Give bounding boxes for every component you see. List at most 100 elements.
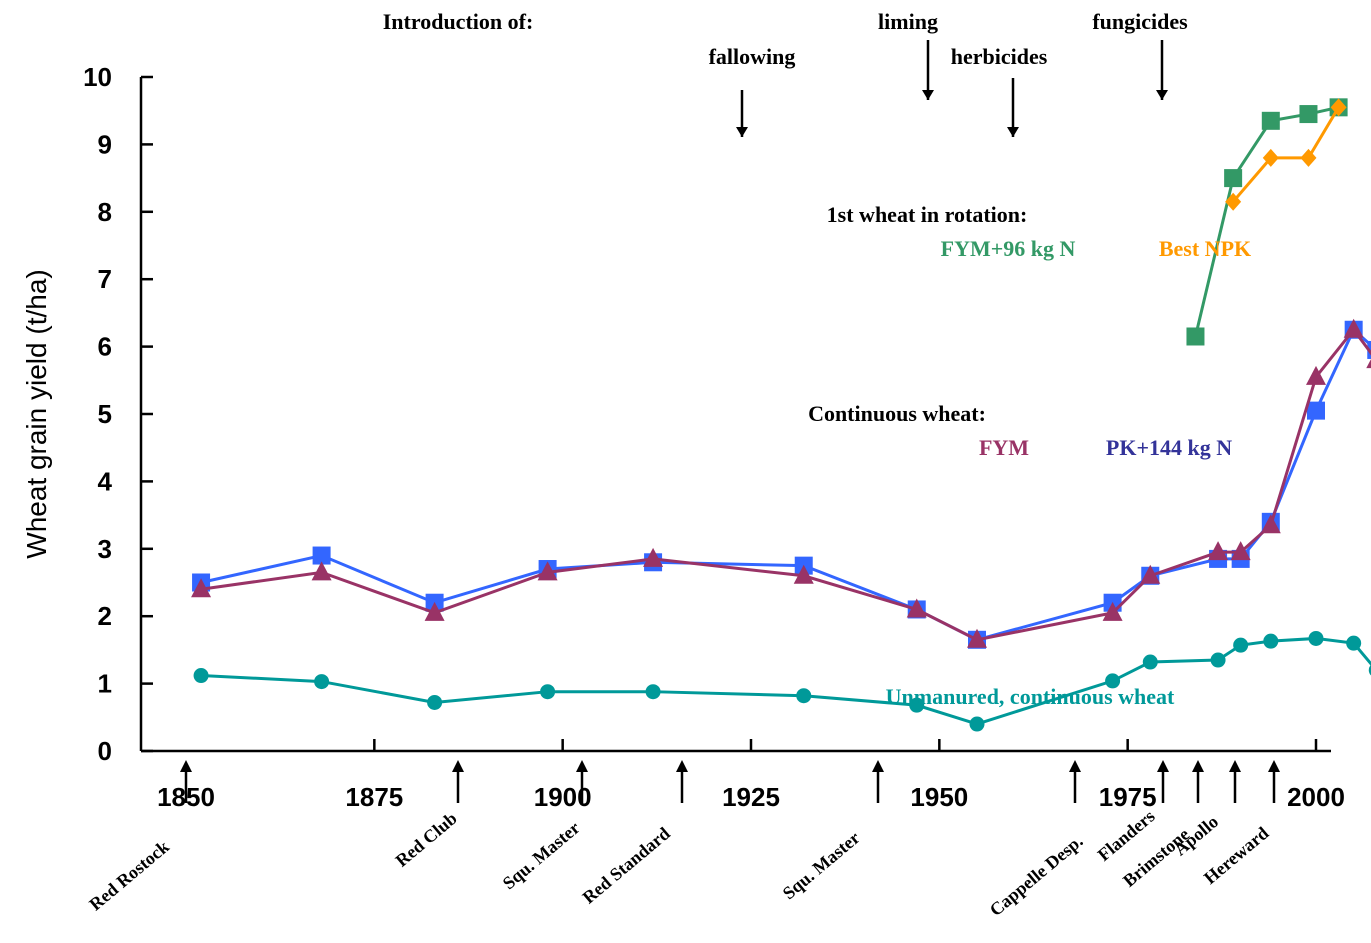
fym-96-kg-n-point — [1299, 105, 1318, 124]
continuous-pk-label: PK+144 kg N — [1106, 435, 1232, 460]
variety-arrow-head — [676, 760, 688, 772]
variety-arrow-head — [452, 760, 464, 772]
series-line-pk-144-kg-n — [200, 327, 1371, 642]
practice-arrow-head — [736, 127, 748, 137]
series-pk-144-kg-n — [192, 320, 1371, 649]
y-tick-label: 7 — [98, 264, 112, 294]
variety-label: Squ. Master — [779, 828, 864, 904]
fym-point — [1260, 514, 1281, 534]
fym-point — [537, 561, 558, 581]
unmanured-continuous-wheat-point — [909, 697, 925, 713]
fym-point — [424, 601, 445, 621]
unmanured-continuous-wheat-point — [1105, 673, 1121, 689]
x-tick-label: 1925 — [722, 782, 780, 812]
unmanured-continuous-wheat-point — [969, 716, 985, 732]
series-layer — [191, 98, 1371, 732]
fym-96-kg-n-point — [1186, 327, 1205, 346]
practice-arrow-head — [1007, 127, 1019, 137]
fym-point — [906, 598, 927, 618]
unmanured-label: Unmanured, continuous wheat — [886, 684, 1175, 709]
pk-144-kg-n-point — [1307, 401, 1325, 420]
practice-label: liming — [878, 9, 938, 34]
fym-point — [643, 547, 664, 567]
rotation-npk-label: Best NPK — [1159, 236, 1251, 261]
variety-arrow-head — [1192, 760, 1204, 772]
unmanured-continuous-wheat-point — [427, 694, 443, 710]
unmanured-continuous-wheat-point — [1346, 635, 1362, 651]
unmanured-continuous-wheat-point — [540, 684, 556, 700]
pk-144-kg-n-point — [312, 546, 331, 565]
unmanured-continuous-wheat-point — [796, 688, 812, 704]
y-axis-label: Wheat grain yield (t/ha) — [21, 269, 52, 558]
unmanured-continuous-wheat-point — [1263, 633, 1279, 649]
x-tick-label: 1975 — [1099, 782, 1157, 812]
practice-label: fallowing — [709, 44, 796, 69]
practice-arrow-head — [922, 90, 934, 100]
x-tick-label: 1875 — [345, 782, 403, 812]
best-npk-point — [1262, 148, 1279, 167]
fym-point — [311, 561, 332, 581]
best-npk-point — [1225, 192, 1242, 211]
series-best-npk — [1225, 98, 1347, 211]
practice-label: herbicides — [951, 44, 1048, 69]
unmanured-continuous-wheat-point — [193, 668, 209, 684]
annotation-layer: Introduction of: 1st wheat in rotation: … — [383, 9, 1251, 709]
variety-arrow-head — [1069, 760, 1081, 772]
fym-point — [1140, 564, 1161, 584]
unmanured-continuous-wheat-point — [645, 684, 661, 700]
introduction-label: Introduction of: — [383, 9, 534, 34]
rotation-fym-label: FYM+96 kg N — [941, 236, 1076, 261]
rotation-title: 1st wheat in rotation: — [827, 202, 1028, 227]
continuous-fym-label: FYM — [979, 435, 1029, 460]
variety-arrow-head — [1157, 760, 1169, 772]
continuous-title: Continuous wheat: — [808, 401, 986, 426]
series-line-best-npk — [1231, 106, 1340, 203]
fym-point — [1366, 359, 1371, 369]
best-npk-point — [1330, 98, 1347, 117]
y-tick-label: 10 — [83, 62, 112, 92]
variety-label: Cappelle Desp. — [986, 831, 1087, 920]
y-tick-label: 6 — [98, 332, 112, 362]
fym-96-kg-n-point — [1224, 169, 1243, 188]
fym-point — [967, 628, 987, 648]
y-tick-label: 3 — [98, 534, 112, 564]
fym-96-kg-n-point — [1261, 111, 1280, 130]
variety-label: Red Club — [392, 808, 461, 871]
fym-point — [1306, 365, 1326, 385]
variety-arrow-head — [180, 760, 192, 772]
unmanured-continuous-wheat-point — [1233, 637, 1249, 653]
y-tick-label: 8 — [98, 197, 112, 227]
fym-point — [1208, 541, 1229, 561]
series-fym — [191, 318, 1371, 648]
variety-label: Red Rostock — [85, 836, 173, 914]
y-tick-label: 5 — [98, 399, 112, 429]
y-tick-label: 2 — [98, 601, 112, 631]
fym-point — [793, 564, 814, 584]
variety-arrow-head — [1229, 760, 1241, 772]
unmanured-continuous-wheat-point — [1368, 664, 1371, 676]
fym-point — [1343, 318, 1364, 338]
series-line-fym — [200, 327, 1371, 642]
fym-point — [191, 578, 212, 598]
variety-label: Red Standard — [579, 823, 674, 907]
unmanured-continuous-wheat-point — [1308, 630, 1324, 646]
fym-point — [1102, 601, 1123, 621]
fym-point — [1230, 541, 1251, 561]
series-unmanured-continuous-wheat — [193, 630, 1371, 732]
variety-label: Squ. Master — [499, 818, 584, 894]
practice-arrow-head — [1156, 90, 1168, 100]
variety-arrow-head — [576, 760, 588, 772]
y-tick-label: 9 — [98, 129, 112, 159]
best-npk-point — [1300, 148, 1317, 167]
x-tick-label: 2000 — [1287, 782, 1345, 812]
y-tick-label: 1 — [98, 669, 112, 699]
practice-label: fungicides — [1092, 9, 1188, 34]
series-line-unmanured-continuous-wheat — [200, 636, 1371, 726]
unmanured-continuous-wheat-point — [1210, 652, 1226, 668]
unmanured-continuous-wheat-point — [314, 674, 330, 690]
y-tick-label: 0 — [98, 736, 112, 766]
x-tick-label: 1950 — [910, 782, 968, 812]
y-tick-label: 4 — [98, 466, 113, 496]
